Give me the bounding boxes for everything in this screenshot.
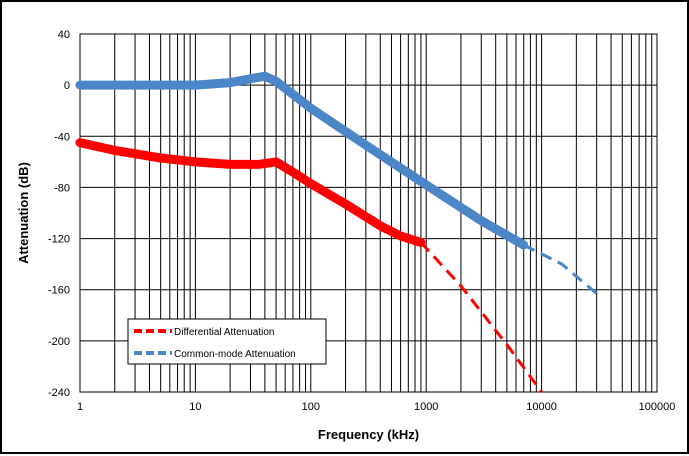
series-line-differential-measured (75, 138, 426, 247)
x-tick-label: 10 (189, 401, 201, 413)
series-line-differential-extrapolated (419, 241, 543, 393)
series-line-common-mode-measured (75, 71, 529, 250)
data-series (75, 71, 598, 393)
plot-area-border (79, 33, 658, 393)
legend-label-common-mode: Common-mode Attenuation (174, 349, 296, 360)
y-tick-label: -120 (48, 234, 70, 246)
y-tick-label: -200 (48, 336, 70, 348)
y-tick-label: -40 (54, 131, 70, 143)
tick-labels: 1 10 100 1000 10000 100000 40 0 -40 -80 -120 -160 -2… (48, 29, 675, 413)
y-tick-label: -160 (48, 285, 70, 297)
x-axis-title: Frequency (kHz) (318, 427, 419, 442)
x-tick-label: 1 (77, 401, 83, 413)
x-tick-label: 10000 (526, 401, 557, 413)
x-tick-label: 100 (302, 401, 320, 413)
y-tick-label: -80 (54, 182, 70, 194)
legend-label-differential: Differential Attenuation (174, 327, 274, 338)
y-tick-label: -240 (48, 387, 70, 399)
series-line-common-mode-extrapolated (523, 243, 598, 295)
x-tick-label: 1000 (414, 401, 438, 413)
legend: Differential Attenuation Common-mode Att… (127, 318, 327, 365)
x-tick-label: 100000 (639, 401, 676, 413)
y-axis-title: Attenuation (dB) (16, 162, 31, 264)
legend-box (127, 318, 327, 365)
y-tick-label: 40 (58, 29, 70, 41)
y-tick-label: 0 (64, 80, 70, 92)
